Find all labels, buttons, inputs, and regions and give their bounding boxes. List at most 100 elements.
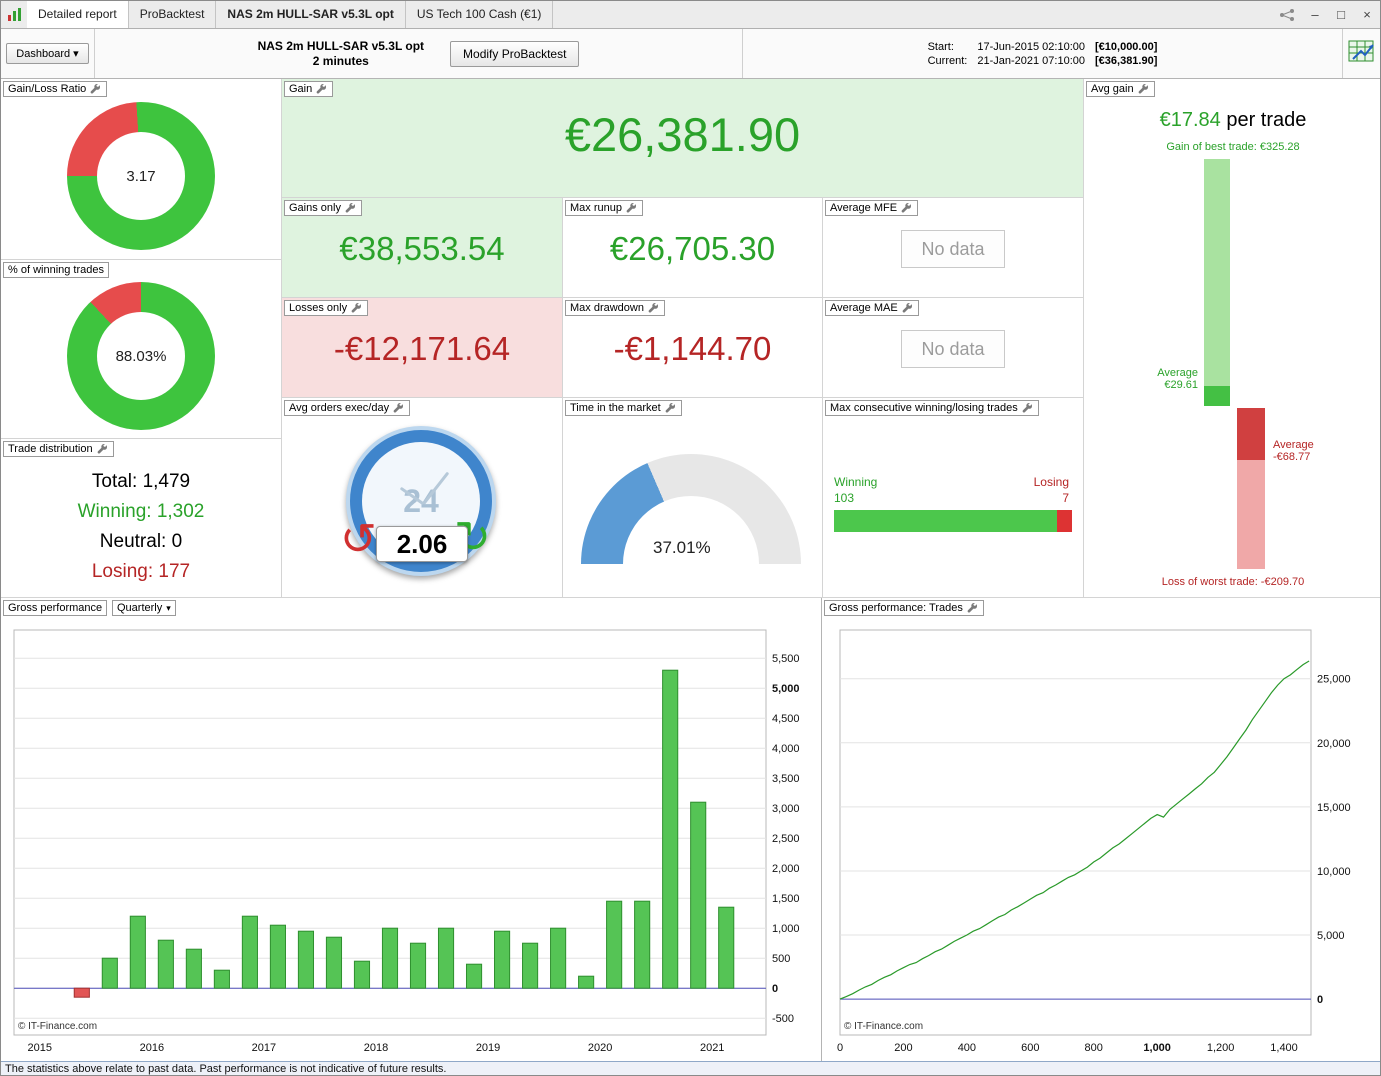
tab-detailed-report[interactable]: Detailed report xyxy=(27,1,129,28)
panel-label-box: Avg orders exec/day xyxy=(284,400,411,416)
svg-text:3,000: 3,000 xyxy=(772,803,800,815)
panel-winning-trades: % of winning trades 88.03% xyxy=(1,260,282,439)
wrench-icon[interactable] xyxy=(902,302,914,314)
dashboard-label: Dashboard xyxy=(16,48,71,60)
svg-text:1,000: 1,000 xyxy=(1143,1042,1171,1054)
svg-text:2019: 2019 xyxy=(476,1042,500,1054)
gain-value: €26,381.90 xyxy=(564,108,801,161)
panel-gain-loss-ratio: Gain/Loss Ratio 3.17 xyxy=(1,79,282,260)
svg-text:4,500: 4,500 xyxy=(772,713,800,725)
winning-trades-donut: 88.03% xyxy=(67,282,215,430)
panel-label: Gains only xyxy=(289,202,341,214)
start-datetime: 17-Jun-2015 02:10:00 xyxy=(977,40,1085,53)
wrench-icon[interactable] xyxy=(345,202,357,214)
panel-label: Avg orders exec/day xyxy=(289,402,390,414)
svg-text:0: 0 xyxy=(772,983,778,995)
panel-label-box: Gross performance: Trades xyxy=(824,600,984,616)
wrench-icon[interactable] xyxy=(665,402,677,414)
dist-losing: Losing: 177 xyxy=(91,561,191,582)
tabbar-spacer xyxy=(553,1,1272,28)
panel-max-runup: Max runup €26,705.30 xyxy=(563,198,823,298)
panel-label-box: Gain/Loss Ratio xyxy=(3,81,108,97)
svg-text:2017: 2017 xyxy=(252,1042,276,1054)
share-icon[interactable] xyxy=(1272,1,1302,28)
dashboard-dropdown[interactable]: Dashboard ▾ xyxy=(6,43,89,64)
svg-text:2016: 2016 xyxy=(140,1042,164,1054)
panel-label: Gain xyxy=(289,83,313,95)
dist-total: Total: 1,479 xyxy=(91,471,191,492)
tab-bar: Detailed report ProBacktest NAS 2m HULL-… xyxy=(1,1,1380,29)
wrench-icon[interactable] xyxy=(90,83,102,95)
tab-label: NAS 2m HULL-SAR v5.3L opt xyxy=(227,7,394,21)
gain-loss-ratio-value: 3.17 xyxy=(126,167,156,185)
panel-label-box: Gains only xyxy=(284,200,362,216)
mfe-no-data: No data xyxy=(901,230,1005,268)
start-label: Start: xyxy=(927,40,954,53)
header-icon-area xyxy=(1342,29,1380,78)
svg-text:2021: 2021 xyxy=(700,1042,724,1054)
dashboard: Gain/Loss Ratio 3.17 % of winning trades… xyxy=(1,79,1380,598)
disclaimer-text: The statistics above relate to past data… xyxy=(5,1063,447,1075)
wrench-icon[interactable] xyxy=(393,402,405,414)
panel-label-box: Max consecutive winning/losing trades xyxy=(825,400,1039,416)
consecutive-bar-winning xyxy=(834,510,1057,532)
panel-label-box: Average MFE xyxy=(825,200,919,216)
report-icon[interactable] xyxy=(1347,37,1377,70)
max-runup-value: €26,705.30 xyxy=(609,230,776,267)
backtest-period-info: Start: 17-Jun-2015 02:10:00 [€10,000.00]… xyxy=(928,41,1158,67)
wrench-icon[interactable] xyxy=(648,302,660,314)
panel-label: % of winning trades xyxy=(8,264,104,276)
svg-text:1,400: 1,400 xyxy=(1270,1042,1298,1054)
svg-text:2018: 2018 xyxy=(364,1042,388,1054)
current-datetime: 21-Jan-2021 07:10:00 xyxy=(977,54,1085,67)
close-button[interactable]: × xyxy=(1363,7,1371,22)
svg-text:2015: 2015 xyxy=(28,1042,52,1054)
panel-label-box: Losses only xyxy=(284,300,369,316)
panel-avg-gain: Avg gain €17.84 per trade Gain of best t… xyxy=(1084,79,1380,598)
ccw-arrow-icon: ↺ xyxy=(340,515,377,564)
panel-label: Average MFE xyxy=(830,202,898,214)
wrench-icon[interactable] xyxy=(97,443,109,455)
panel-label: Max runup xyxy=(570,202,622,214)
minimize-button[interactable]: – xyxy=(1311,7,1319,22)
maximize-button[interactable]: □ xyxy=(1337,7,1345,22)
svg-text:1,500: 1,500 xyxy=(772,893,800,905)
avg-orders-value: 2.06 xyxy=(376,526,468,562)
panel-label: Max consecutive winning/losing trades xyxy=(830,402,1018,414)
panel-label: Avg gain xyxy=(1091,83,1134,95)
trades-chart-panel: Gross performance: Trades 0 5,000 10,000 15… xyxy=(822,598,1380,1061)
panel-losses-only: Losses only -€12,171.64 xyxy=(282,298,563,398)
panel-label: Gain/Loss Ratio xyxy=(8,83,87,95)
svg-text:1,200: 1,200 xyxy=(1207,1042,1235,1054)
worst-trade-note: Loss of worst trade: -€209.70 xyxy=(1161,576,1305,588)
tab-strategy[interactable]: NAS 2m HULL-SAR v5.3L opt xyxy=(216,1,406,28)
panel-gain: Gain €26,381.90 xyxy=(282,79,1084,198)
tab-probacktest[interactable]: ProBacktest xyxy=(129,1,217,28)
wrench-icon[interactable] xyxy=(351,302,363,314)
consecutive-losing: Losing 7 xyxy=(1033,475,1069,505)
header-left: Dashboard ▾ xyxy=(1,29,94,78)
trade-distribution-list: Total: 1,479 Winning: 1,302 Neutral: 0 L… xyxy=(1,467,281,587)
wrench-icon[interactable] xyxy=(901,202,913,214)
svg-text:5,000: 5,000 xyxy=(772,683,800,695)
svg-text:-500: -500 xyxy=(772,1013,794,1025)
donut-value: 3.17 xyxy=(97,132,185,220)
wrench-icon[interactable] xyxy=(1022,402,1034,414)
svg-text:2020: 2020 xyxy=(588,1042,612,1054)
modify-probacktest-button[interactable]: Modify ProBacktest xyxy=(450,40,580,67)
tab-instrument[interactable]: US Tech 100 Cash (€1) xyxy=(406,1,554,28)
svg-text:0: 0 xyxy=(837,1042,843,1054)
avg-gain-note: Average €29.61 xyxy=(1157,367,1198,391)
avg-gain-value: €17.84 xyxy=(1159,109,1221,131)
gains-only-value: €38,553.54 xyxy=(339,230,505,267)
panel-label-box: Avg gain xyxy=(1086,81,1155,97)
wrench-icon[interactable] xyxy=(1138,83,1150,95)
svg-text:500: 500 xyxy=(772,953,790,965)
wrench-icon[interactable] xyxy=(967,602,979,614)
period-dropdown[interactable]: Quarterly ▾ xyxy=(112,600,176,616)
svg-text:25,000: 25,000 xyxy=(1317,674,1351,686)
wrench-icon[interactable] xyxy=(316,83,328,95)
wrench-icon[interactable] xyxy=(626,202,638,214)
panel-label-box: Gross performance xyxy=(3,600,108,616)
avg-loss-note: Average -€68.77 xyxy=(1273,439,1314,463)
